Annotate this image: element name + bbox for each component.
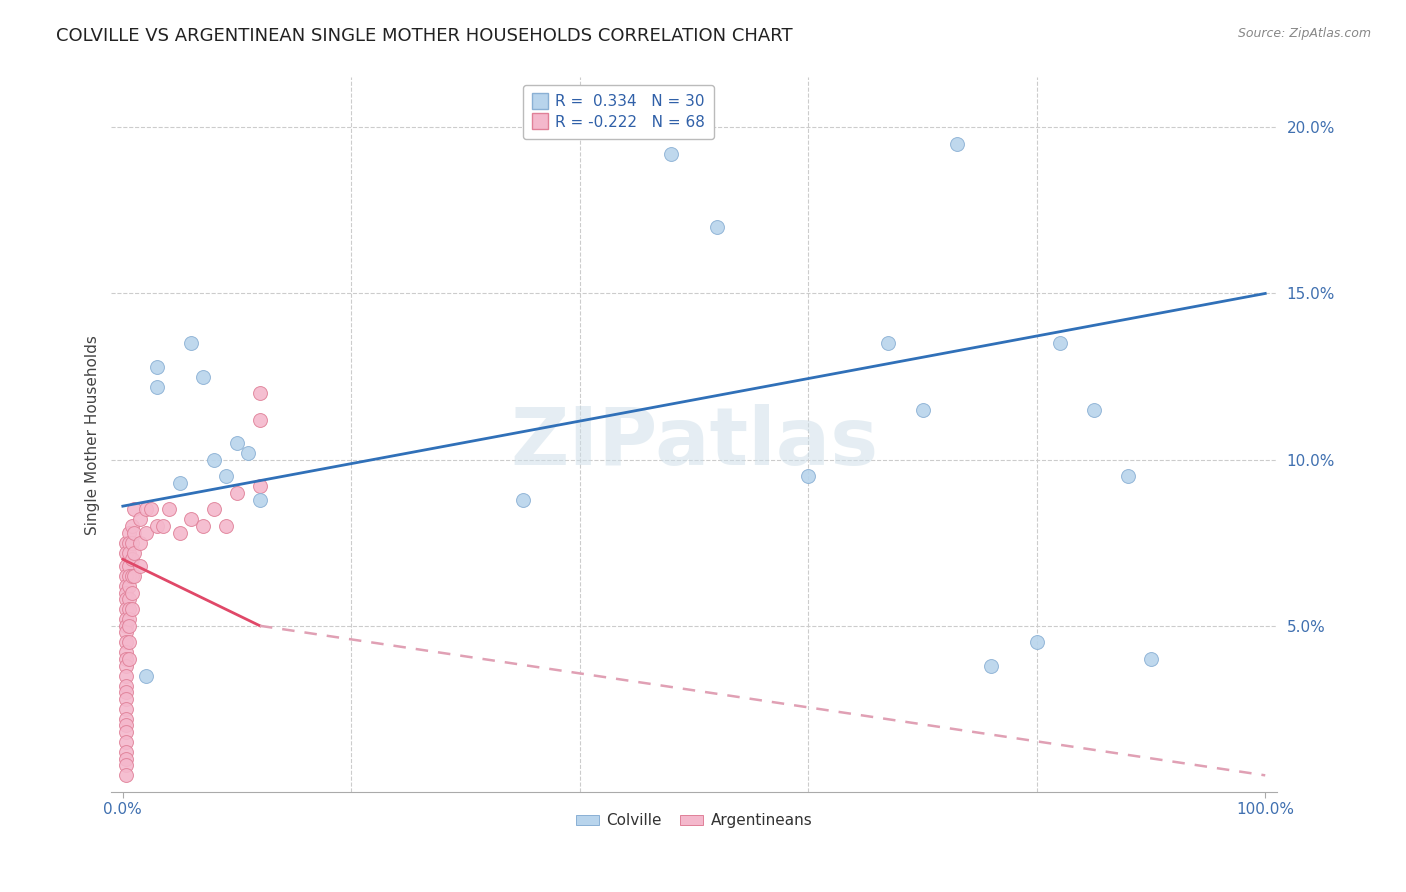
- Point: [202, 502, 225, 516]
- Point: [146, 379, 169, 393]
- Text: Source: ZipAtlas.com: Source: ZipAtlas.com: [1237, 27, 1371, 40]
- Point: [117, 579, 139, 593]
- Point: [117, 569, 139, 583]
- Point: [117, 592, 139, 607]
- Point: [191, 519, 214, 533]
- Point: [911, 402, 934, 417]
- Point: [226, 486, 249, 500]
- Point: [1025, 635, 1047, 649]
- Point: [115, 668, 138, 682]
- Text: COLVILLE VS ARGENTINEAN SINGLE MOTHER HOUSEHOLDS CORRELATION CHART: COLVILLE VS ARGENTINEAN SINGLE MOTHER HO…: [56, 27, 793, 45]
- Point: [115, 702, 138, 716]
- Point: [135, 525, 157, 540]
- Point: [122, 525, 145, 540]
- Point: [115, 569, 138, 583]
- Point: [946, 136, 969, 151]
- Point: [115, 625, 138, 640]
- Point: [122, 569, 145, 583]
- Point: [115, 558, 138, 573]
- Point: [135, 502, 157, 516]
- Point: [117, 602, 139, 616]
- Point: [115, 679, 138, 693]
- Point: [214, 519, 236, 533]
- Point: [115, 712, 138, 726]
- Point: [1116, 469, 1139, 483]
- Point: [115, 652, 138, 666]
- Point: [117, 535, 139, 549]
- Point: [249, 413, 271, 427]
- Point: [706, 219, 728, 234]
- Point: [115, 768, 138, 782]
- Point: [180, 512, 202, 526]
- Point: [1140, 652, 1163, 666]
- Point: [115, 735, 138, 749]
- Point: [115, 579, 138, 593]
- Point: [115, 758, 138, 772]
- Point: [121, 535, 143, 549]
- Text: ZIPatlas: ZIPatlas: [510, 404, 879, 482]
- Point: [117, 612, 139, 626]
- Point: [980, 658, 1002, 673]
- Point: [122, 546, 145, 560]
- Point: [121, 602, 143, 616]
- Point: [129, 512, 152, 526]
- Point: [115, 612, 138, 626]
- Point: [115, 725, 138, 739]
- Legend: Colville, Argentineans: Colville, Argentineans: [569, 807, 818, 834]
- Point: [214, 469, 236, 483]
- Point: [249, 492, 271, 507]
- Point: [226, 436, 249, 450]
- Point: [141, 502, 163, 516]
- Point: [122, 502, 145, 516]
- Point: [117, 619, 139, 633]
- Point: [117, 652, 139, 666]
- Point: [512, 492, 534, 507]
- Point: [129, 558, 152, 573]
- Point: [180, 336, 202, 351]
- Point: [115, 602, 138, 616]
- Point: [121, 569, 143, 583]
- Point: [115, 685, 138, 699]
- Point: [877, 336, 900, 351]
- Y-axis label: Single Mother Households: Single Mother Households: [86, 334, 100, 534]
- Point: [238, 446, 260, 460]
- Point: [249, 386, 271, 401]
- Point: [1049, 336, 1071, 351]
- Point: [146, 359, 169, 374]
- Point: [659, 147, 682, 161]
- Point: [1083, 402, 1105, 417]
- Point: [115, 619, 138, 633]
- Point: [135, 668, 157, 682]
- Point: [152, 519, 174, 533]
- Point: [115, 635, 138, 649]
- Point: [115, 546, 138, 560]
- Point: [115, 692, 138, 706]
- Point: [169, 475, 191, 490]
- Point: [121, 552, 143, 566]
- Point: [117, 635, 139, 649]
- Point: [249, 479, 271, 493]
- Point: [115, 718, 138, 732]
- Point: [115, 752, 138, 766]
- Point: [146, 519, 169, 533]
- Point: [202, 452, 225, 467]
- Point: [115, 745, 138, 759]
- Point: [797, 469, 820, 483]
- Point: [115, 645, 138, 659]
- Point: [169, 525, 191, 540]
- Point: [117, 558, 139, 573]
- Point: [129, 535, 152, 549]
- Point: [117, 546, 139, 560]
- Point: [115, 585, 138, 599]
- Point: [117, 525, 139, 540]
- Point: [115, 592, 138, 607]
- Point: [121, 519, 143, 533]
- Point: [121, 585, 143, 599]
- Point: [191, 369, 214, 384]
- Point: [157, 502, 180, 516]
- Point: [115, 535, 138, 549]
- Point: [115, 658, 138, 673]
